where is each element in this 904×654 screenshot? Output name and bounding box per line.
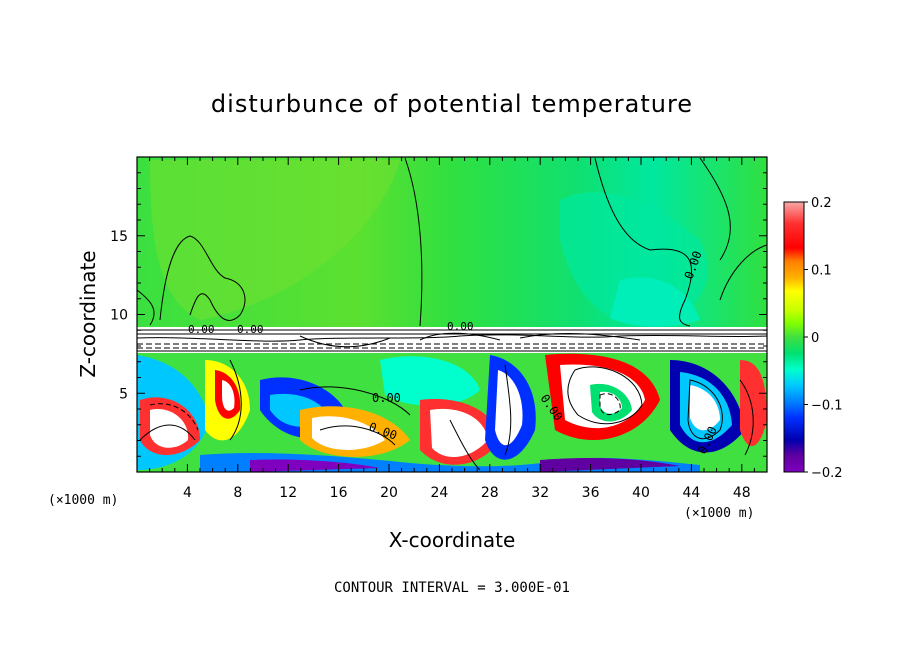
x-tick-label: 24 (430, 485, 448, 501)
x-tick-label: 20 (380, 485, 398, 501)
colorbar-ticks: 0.2 0.1 0 −0.1 −0.2 (804, 196, 843, 481)
contour-label: 0.00 (372, 391, 401, 405)
contour-interval-note: CONTOUR INTERVAL = 3.000E-01 (334, 580, 570, 596)
x-tick-label: 8 (233, 485, 242, 501)
contour-label: 0.00 (237, 323, 264, 336)
colorbar: 0.2 0.1 0 −0.1 −0.2 (783, 196, 843, 481)
x-tick-label: 36 (582, 485, 600, 501)
contour-label: 0.00 (447, 320, 474, 333)
x-axis-label: X-coordinate (389, 528, 516, 552)
y-tick-label: 15 (110, 229, 128, 245)
lower-contours (139, 359, 754, 471)
upper-patch (150, 160, 400, 320)
chart-title: disturbunce of potential temperature (211, 90, 693, 118)
colorbar-tick-label: −0.1 (811, 399, 843, 414)
y-tick-label: 10 (110, 308, 128, 324)
x-tick-label: 4 (183, 485, 192, 501)
colorbar-tick-label: 0.1 (811, 264, 832, 279)
x-tick-label: 12 (279, 485, 297, 501)
colorbar-tick-label: 0.2 (811, 196, 832, 211)
y-tick-label: 5 (119, 386, 128, 402)
colorbar-tick-label: 0 (811, 331, 819, 346)
band-contours (137, 329, 767, 352)
x-tick-label: 32 (531, 485, 549, 501)
x-tick-label: 16 (330, 485, 348, 501)
colorbar-tick-label: −0.2 (811, 466, 843, 481)
y-axis-label: Z-coordinate (76, 250, 100, 377)
x-tick-label: 28 (481, 485, 499, 501)
upper-contours (137, 157, 767, 327)
turbulent-blobs (137, 353, 767, 472)
x-unit-right: (×1000 m) (684, 506, 754, 521)
x-tick-label: 48 (733, 485, 751, 501)
x-unit-left: (×1000 m) (48, 493, 118, 508)
x-tick-label: 40 (632, 485, 650, 501)
colorbar-gradient (783, 201, 805, 473)
upper-patch (610, 277, 700, 327)
contour-label: 0.00 (188, 323, 215, 336)
x-axis: 4 8 12 16 20 24 28 32 36 40 44 48 (149, 157, 755, 501)
y-axis: 5 10 15 (110, 172, 767, 457)
plot-area: 0.00 0.00 0.00 0.00 0.00 0.00 0.00 0.00 (137, 157, 767, 472)
x-tick-label: 44 (682, 485, 700, 501)
